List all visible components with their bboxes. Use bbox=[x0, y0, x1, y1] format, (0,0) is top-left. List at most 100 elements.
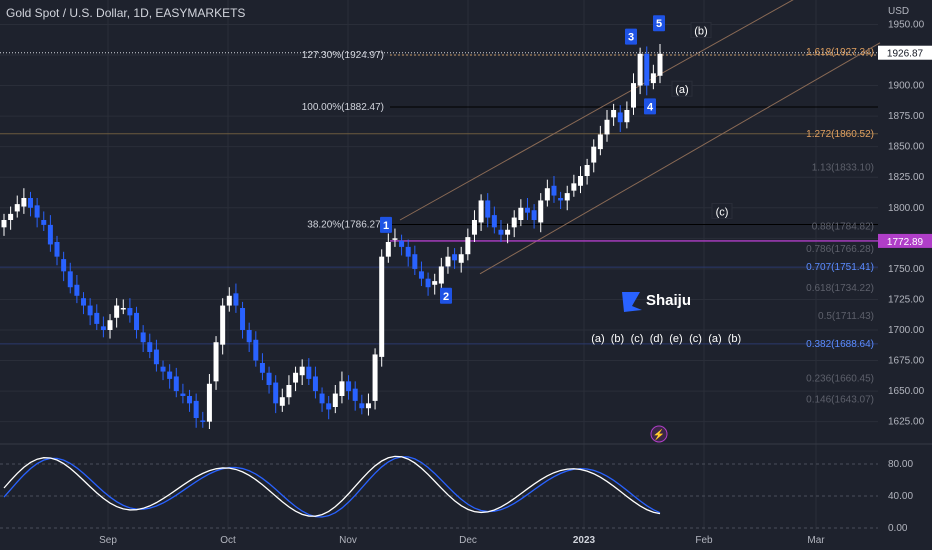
candle-body bbox=[591, 146, 597, 163]
time-tick-label: Nov bbox=[339, 535, 357, 546]
price-tick-label: 1675.00 bbox=[888, 356, 925, 367]
candle-body bbox=[28, 198, 34, 208]
candle-body bbox=[246, 330, 252, 343]
candle-body bbox=[452, 254, 458, 261]
candle-body bbox=[67, 271, 73, 288]
candle-body bbox=[180, 393, 186, 396]
candle-body bbox=[61, 259, 67, 272]
wave-label-box bbox=[380, 216, 392, 233]
candle-body bbox=[114, 305, 120, 318]
candle-body bbox=[571, 183, 577, 191]
candle-body bbox=[385, 242, 391, 257]
candle-body bbox=[544, 188, 550, 201]
candle-body bbox=[206, 383, 212, 422]
fib-level-label: 100.00%(1882.47) bbox=[302, 102, 384, 113]
channel-upper-line bbox=[399, 0, 794, 221]
candle-body bbox=[637, 53, 643, 86]
candle-body bbox=[531, 210, 537, 220]
candle-body bbox=[167, 371, 173, 379]
wave-label-box bbox=[440, 287, 452, 304]
candle-body bbox=[617, 112, 623, 123]
price-tick-label: 1875.00 bbox=[888, 111, 925, 122]
price-tick-label: 1950.00 bbox=[888, 19, 925, 30]
candle-body bbox=[306, 366, 312, 379]
candle-body bbox=[465, 237, 471, 255]
oscillator-main-line bbox=[3, 455, 661, 517]
oscillator-tick-label: 80.00 bbox=[888, 459, 913, 470]
candle-body bbox=[372, 354, 378, 401]
lightning-glyph: ⚡ bbox=[653, 428, 665, 441]
lightning-icon[interactable] bbox=[650, 425, 668, 443]
candle-body bbox=[312, 376, 318, 392]
oscillator-signal-line bbox=[3, 456, 661, 518]
candle-body bbox=[147, 342, 153, 352]
candle-body bbox=[34, 205, 40, 218]
candle-body bbox=[365, 403, 371, 409]
candle-body bbox=[511, 217, 517, 228]
candle-body bbox=[458, 254, 464, 263]
candle-body bbox=[359, 403, 365, 409]
candle-body bbox=[134, 312, 140, 330]
currency-label: USD bbox=[888, 6, 910, 17]
candle-body bbox=[445, 256, 451, 267]
candle-body bbox=[498, 229, 504, 235]
fib-extension-label: 0.146(1643.07) bbox=[806, 395, 874, 406]
oscillator-tick-label: 0.00 bbox=[888, 523, 908, 534]
candle-body bbox=[153, 349, 159, 365]
candle-body bbox=[584, 165, 590, 176]
candle-body bbox=[332, 393, 338, 407]
candle-body bbox=[524, 207, 530, 213]
fib-extension-label: 0.786(1766.28) bbox=[806, 244, 874, 255]
candle-body bbox=[650, 73, 656, 84]
candle-body bbox=[518, 207, 524, 220]
candle-body bbox=[299, 366, 305, 376]
price-tick-label: 1725.00 bbox=[888, 294, 925, 305]
price-tick-label: 1900.00 bbox=[888, 81, 925, 92]
corrective-label-box bbox=[711, 202, 733, 219]
candle-body bbox=[491, 215, 497, 228]
price-tick-label: 1625.00 bbox=[888, 417, 925, 428]
wave-label: 5 bbox=[656, 18, 662, 30]
price-tick-label: 1825.00 bbox=[888, 172, 925, 183]
time-tick-label: Oct bbox=[220, 535, 236, 546]
fib-level-label: 38.20%(1786.27) bbox=[307, 220, 384, 231]
corrective-label-box bbox=[671, 80, 693, 97]
wave-label: 2 bbox=[443, 291, 449, 303]
candle-body bbox=[200, 420, 206, 422]
time-tick-label: Sep bbox=[99, 535, 117, 546]
candle-body bbox=[478, 200, 484, 223]
time-tick-label: Feb bbox=[695, 535, 713, 546]
corrective-legend-label: (e) bbox=[669, 333, 682, 345]
fib-extension-label: 1.272(1860.52) bbox=[806, 129, 874, 140]
price-tick-label: 1850.00 bbox=[888, 142, 925, 153]
corrective-label-box bbox=[690, 22, 712, 39]
wave-label-box bbox=[644, 98, 656, 115]
corrective-legend-label: (c) bbox=[631, 333, 644, 345]
candle-body bbox=[279, 397, 285, 406]
candle-body bbox=[438, 266, 444, 284]
candle-body bbox=[405, 246, 411, 257]
price-tick-label: 1750.00 bbox=[888, 264, 925, 275]
candle-body bbox=[8, 213, 14, 220]
oscillator-tick-label: 40.00 bbox=[888, 491, 913, 502]
candle-body bbox=[558, 198, 564, 201]
last-price-label: 1926.87 bbox=[887, 49, 924, 60]
candle-body bbox=[266, 372, 272, 385]
corrective-label: (a) bbox=[675, 84, 688, 96]
candle-body bbox=[120, 308, 126, 310]
candle-body bbox=[352, 388, 358, 401]
fib-level-label: 127.30%(1924.97) bbox=[302, 50, 384, 61]
candle-body bbox=[259, 363, 265, 373]
candle-body bbox=[160, 366, 166, 372]
corrective-legend-label: (a) bbox=[591, 333, 604, 345]
candle-body bbox=[399, 240, 405, 247]
candle-body bbox=[220, 305, 226, 345]
candle-body bbox=[611, 110, 617, 118]
candle-body bbox=[392, 238, 398, 240]
wave-label-box bbox=[625, 28, 637, 45]
candle-body bbox=[187, 396, 193, 404]
candle-body bbox=[226, 295, 232, 306]
fib-extension-label: 0.618(1734.22) bbox=[806, 283, 874, 294]
marker-price-label: 1772.89 bbox=[887, 237, 924, 248]
